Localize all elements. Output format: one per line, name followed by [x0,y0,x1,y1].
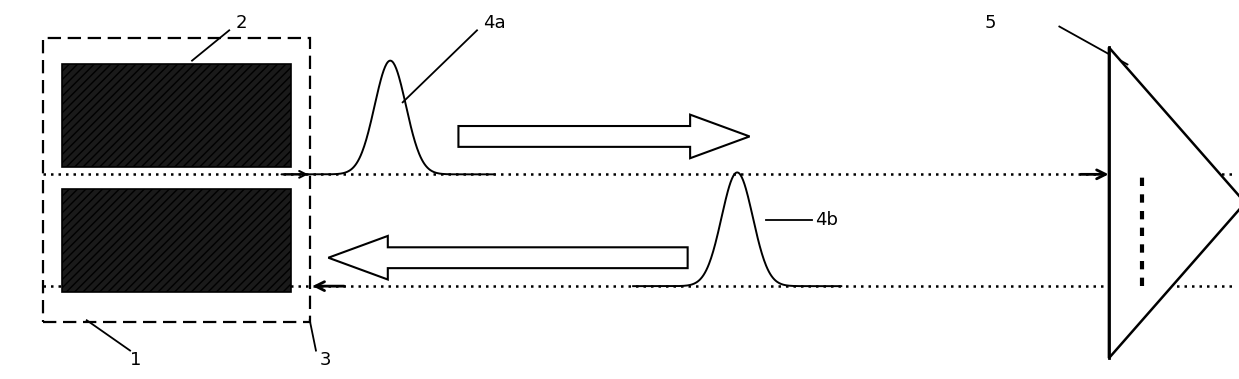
Bar [62,190,291,292]
Text: 3: 3 [320,351,331,369]
Text: 4a: 4a [483,14,506,32]
Bar [43,38,310,322]
Polygon shape [1109,47,1239,358]
Text: 4b: 4b [815,211,839,229]
Text: 1: 1 [130,351,141,369]
Polygon shape [458,114,750,158]
Polygon shape [328,236,688,280]
Text: 5: 5 [985,14,996,32]
Text: 2: 2 [235,14,247,32]
Bar [62,64,291,167]
